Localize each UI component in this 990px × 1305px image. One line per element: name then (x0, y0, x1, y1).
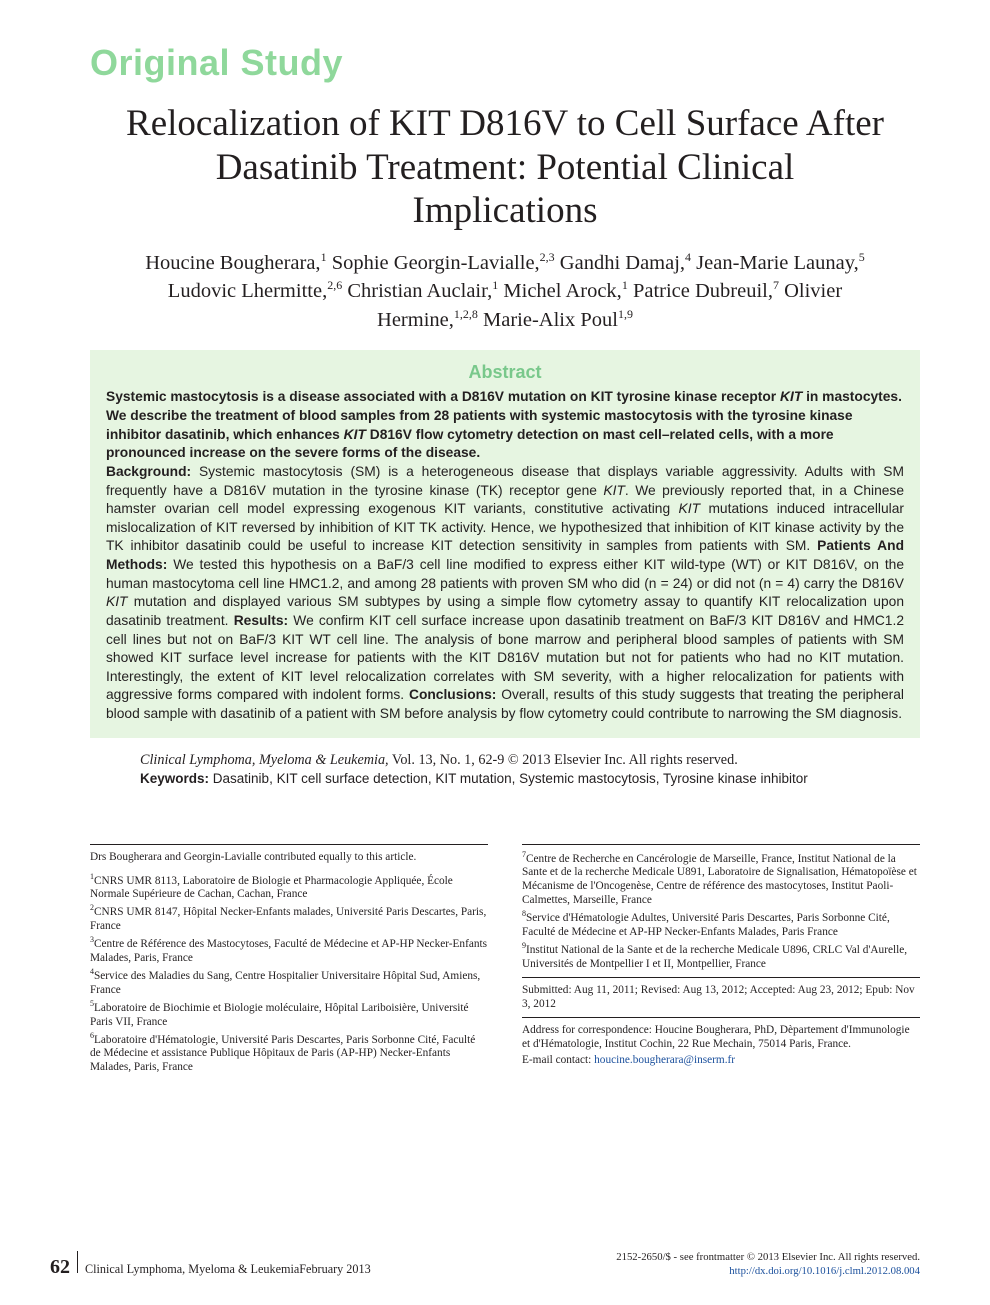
contribution-note: Drs Bougherara and Georgin-Lavialle cont… (90, 850, 488, 864)
email-line: E-mail contact: houcine.bougherara@inser… (522, 1053, 920, 1067)
affiliations-left-col: Drs Bougherara and Georgin-Lavialle cont… (90, 844, 488, 1077)
affiliation-item: 6Laboratoire d'Hématologie, Université P… (90, 1031, 488, 1075)
rule (522, 977, 920, 978)
correspondence: Address for correspondence: Houcine Boug… (522, 1023, 920, 1051)
citation-vol: Vol. 13, No. 1, 62-9 © 2013 Elsevier Inc… (389, 752, 738, 768)
divider (77, 1251, 78, 1273)
doi-link[interactable]: http://dx.doi.org/10.1016/j.clml.2012.08… (616, 1265, 920, 1279)
footer-journal: Clinical Lymphoma, Myeloma & Leukemia (85, 1262, 299, 1277)
affiliation-item: 4Service des Maladies du Sang, Centre Ho… (90, 967, 488, 997)
citation-journal: Clinical Lymphoma, Myeloma & Leukemia, (140, 752, 389, 768)
affiliation-item: 2CNRS UMR 8147, Hôpital Necker-Enfants m… (90, 903, 488, 933)
citation-line: Clinical Lymphoma, Myeloma & Leukemia, V… (140, 752, 920, 769)
affiliation-item: 3Centre de Référence des Mastocytoses, F… (90, 935, 488, 965)
affiliation-item: 1CNRS UMR 8113, Laboratoire de Biologie … (90, 872, 488, 902)
footer-right: 2152-2650/$ - see frontmatter © 2013 Els… (616, 1251, 920, 1279)
submission-dates: Submitted: Aug 11, 2011; Revised: Aug 13… (522, 983, 920, 1011)
keywords-line: Keywords: Dasatinib, KIT cell surface de… (140, 771, 920, 786)
affiliations-right-col: 7Centre de Recherche en Cancérologie de … (522, 844, 920, 1077)
affiliation-item: 8Service d'Hématologie Adultes, Universi… (522, 909, 920, 939)
abstract-box: Abstract Systemic mastocytosis is a dise… (90, 350, 920, 737)
copyright-line: 2152-2650/$ - see frontmatter © 2013 Els… (616, 1251, 920, 1265)
article-title: Relocalization of KIT D816V to Cell Surf… (120, 102, 890, 233)
footer-left: 62 Clinical Lymphoma, Myeloma & Leukemia… (50, 1251, 371, 1279)
page-number: 62 (50, 1256, 70, 1279)
page-footer: 62 Clinical Lymphoma, Myeloma & Leukemia… (0, 1251, 990, 1279)
keywords-label: Keywords: (140, 771, 209, 786)
footer-date: February 2013 (299, 1262, 370, 1277)
abstract-heading: Abstract (106, 362, 904, 383)
author-list: Houcine Bougherara,1 Sophie Georgin-Lavi… (120, 249, 890, 335)
affiliation-item: 9Institut National de la Sante et de la … (522, 941, 920, 971)
rule (90, 844, 488, 845)
affiliation-item: 7Centre de Recherche en Cancérologie de … (522, 850, 920, 908)
affiliation-item: 5Laboratoire de Biochimie et Biologie mo… (90, 999, 488, 1029)
affiliations: Drs Bougherara and Georgin-Lavialle cont… (90, 844, 920, 1077)
correspondence-email[interactable]: houcine.bougherara@inserm.fr (594, 1054, 735, 1066)
article-kicker: Original Study (90, 42, 920, 84)
abstract-body: Background: Systemic mastocytosis (SM) i… (106, 463, 904, 724)
keywords-text: Dasatinib, KIT cell surface detection, K… (209, 771, 808, 786)
abstract-lead: Systemic mastocytosis is a disease assoc… (106, 388, 904, 463)
affil-left-items: 1CNRS UMR 8113, Laboratoire de Biologie … (90, 872, 488, 1075)
affil-right-items: 7Centre de Recherche en Cancérologie de … (522, 850, 920, 971)
email-label: E-mail contact: (522, 1054, 594, 1066)
rule (522, 1017, 920, 1018)
rule (522, 844, 920, 845)
